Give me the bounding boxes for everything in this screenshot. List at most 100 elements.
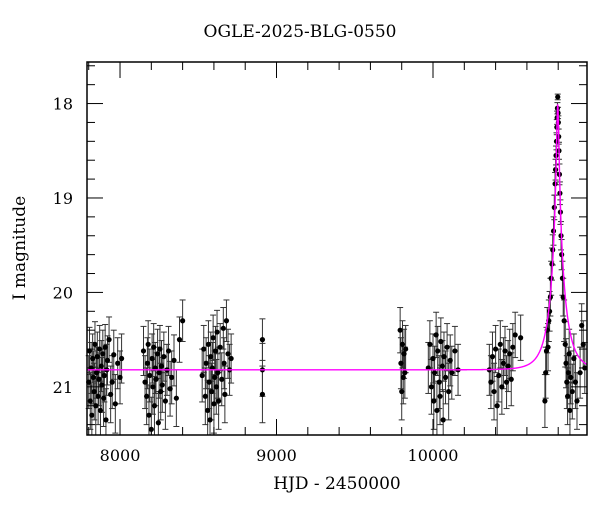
data-point <box>571 355 577 362</box>
data-point <box>497 341 503 347</box>
data-point <box>568 374 574 380</box>
data-point <box>106 337 112 343</box>
data-point <box>205 341 212 347</box>
data-point <box>510 344 516 350</box>
data-point <box>397 327 403 333</box>
data-point <box>221 360 227 366</box>
data-point <box>157 346 163 352</box>
data-point <box>542 398 548 404</box>
data-point <box>494 403 500 409</box>
data-point <box>436 379 442 385</box>
data-point <box>208 388 215 395</box>
data-point <box>502 348 508 354</box>
data-point <box>104 357 111 363</box>
data-point <box>572 379 579 385</box>
axis-ticks <box>87 62 587 435</box>
data-point <box>500 360 507 366</box>
data-point <box>441 354 447 360</box>
data-point <box>580 341 586 347</box>
data-point <box>435 348 441 354</box>
data-point <box>399 341 406 347</box>
data-point <box>488 379 494 385</box>
data-point <box>210 335 216 341</box>
data-point <box>97 346 103 352</box>
data-point <box>91 388 97 395</box>
data-point <box>496 372 502 379</box>
data-point <box>93 370 100 376</box>
data-point <box>214 329 220 335</box>
data-points <box>86 94 588 432</box>
data-point <box>176 337 183 343</box>
data-point <box>100 395 107 401</box>
data-point <box>259 391 266 397</box>
data-point <box>489 354 496 360</box>
data-point <box>94 354 100 360</box>
data-point <box>503 379 510 385</box>
data-point <box>103 417 109 423</box>
data-point <box>439 363 445 369</box>
data-point <box>93 403 99 409</box>
data-point <box>151 344 157 350</box>
data-point <box>102 344 108 350</box>
chart-title: OGLE-2025-BLG-0550 <box>203 22 397 42</box>
data-point <box>452 348 458 354</box>
data-point <box>111 352 117 358</box>
data-point <box>428 384 435 390</box>
data-point <box>151 403 158 409</box>
data-point <box>216 398 222 404</box>
data-point <box>401 351 407 357</box>
data-point <box>569 388 575 395</box>
data-point <box>440 417 446 423</box>
data-point <box>203 360 209 366</box>
data-point <box>399 388 405 395</box>
data-point <box>158 388 164 395</box>
data-point <box>153 376 159 382</box>
data-point <box>86 348 93 354</box>
x-axis-label: HJD - 2450000 <box>273 474 401 494</box>
data-point <box>142 379 148 385</box>
data-point <box>431 398 437 404</box>
y-tick-label: 20 <box>53 283 73 302</box>
data-point <box>217 344 223 350</box>
axis-tick-labels: 8000 9000 10000 18 19 20 21 <box>53 95 459 465</box>
data-point <box>211 401 217 407</box>
data-point <box>115 360 121 366</box>
data-point <box>442 374 449 380</box>
data-point <box>499 384 505 390</box>
data-point <box>505 363 511 369</box>
data-point <box>212 348 219 354</box>
data-point <box>507 351 513 357</box>
data-point <box>145 341 151 347</box>
data-point <box>566 351 572 357</box>
data-point <box>545 344 551 350</box>
data-point <box>150 384 156 390</box>
data-point <box>565 370 571 376</box>
data-point <box>147 372 153 379</box>
x-tick-label: 8000 <box>100 446 141 465</box>
data-point <box>208 354 214 360</box>
data-point <box>493 346 499 352</box>
data-point <box>512 332 518 338</box>
data-point <box>159 382 165 388</box>
data-point <box>563 360 569 366</box>
data-point <box>89 412 95 418</box>
data-point <box>162 398 169 404</box>
data-point <box>564 379 570 385</box>
data-point <box>225 351 231 357</box>
data-point <box>100 351 106 357</box>
data-point <box>173 395 179 401</box>
data-point <box>560 294 566 300</box>
data-point <box>228 355 234 362</box>
data-point <box>574 398 580 404</box>
data-point <box>144 393 150 399</box>
data-point <box>101 372 107 379</box>
plot-frame <box>86 61 588 436</box>
data-point <box>567 407 573 414</box>
data-point <box>92 341 98 347</box>
data-point <box>202 393 208 399</box>
data-point <box>95 393 101 399</box>
data-point <box>158 363 165 369</box>
y-tick-label: 18 <box>53 95 73 114</box>
data-point <box>161 354 167 360</box>
data-point <box>154 351 161 357</box>
